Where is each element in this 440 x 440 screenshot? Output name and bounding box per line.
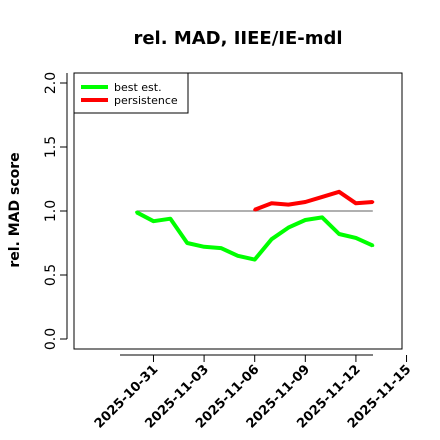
data-point-persistence (371, 200, 375, 204)
data-point-best-est (202, 245, 206, 249)
data-point-persistence (270, 201, 274, 205)
y-tick-label: 0.5 (43, 264, 59, 286)
data-point-best-est (135, 210, 139, 214)
plot-area-frame (73, 72, 403, 350)
legend-label-persistence: persistence (114, 94, 178, 107)
y-tick-label: 1.0 (43, 200, 59, 222)
y-tick-label: 2.0 (43, 72, 59, 94)
series-group (135, 189, 375, 262)
legend-label-best-est: best est. (114, 81, 162, 94)
legend-box (73, 72, 189, 114)
data-point-persistence (253, 208, 257, 212)
data-point-best-est (236, 254, 240, 258)
data-point-persistence (354, 201, 358, 205)
x-ticks: 2025-10-312025-11-032025-11-062025-11-09… (92, 355, 414, 432)
y-tick-label: 0.0 (43, 328, 59, 350)
data-point-best-est (337, 232, 341, 236)
data-point-persistence (337, 190, 341, 194)
data-point-best-est (354, 236, 358, 240)
series-line-persistence (253, 189, 373, 212)
data-point-persistence (286, 203, 290, 207)
data-point-best-est (303, 218, 307, 222)
legend: best est. persistence (73, 72, 189, 114)
data-point-best-est (320, 215, 324, 219)
chart-title: rel. MAD, IIEE/IE-mdl (133, 28, 342, 49)
data-point-best-est (185, 241, 189, 245)
data-point-best-est (219, 246, 223, 250)
y-tick-label: 1.5 (43, 136, 59, 158)
data-point-best-est (168, 217, 172, 221)
data-point-persistence (320, 195, 324, 199)
data-point-best-est (270, 237, 274, 241)
data-point-best-est (286, 226, 290, 230)
data-point-persistence (303, 200, 307, 204)
data-point-best-est (253, 258, 257, 262)
data-point-best-est (151, 219, 155, 223)
y-axis-label: rel. MAD score (7, 152, 23, 267)
y-ticks: 0.0 0.5 1.0 1.5 2.0 (43, 72, 67, 350)
series-line-best-est (135, 210, 374, 262)
data-point-best-est (371, 244, 375, 248)
